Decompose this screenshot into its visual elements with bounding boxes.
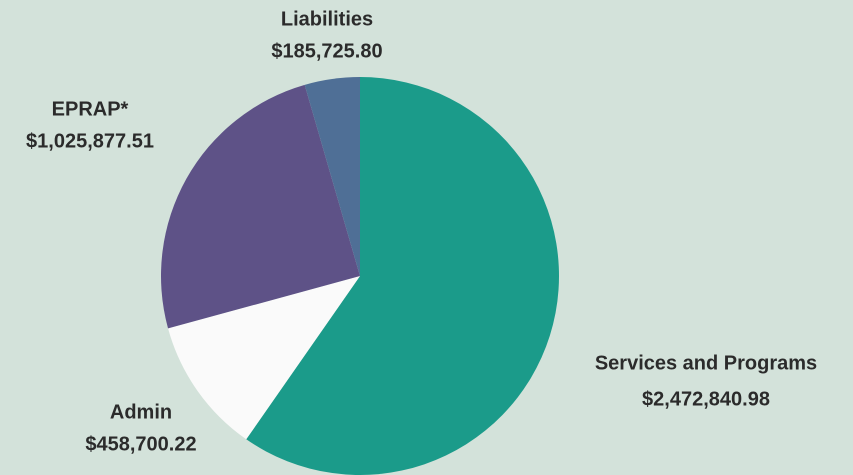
slice-value-label: $185,725.80 [271,40,382,62]
slice-label: Liabilities [281,8,373,30]
slice-value-label: $458,700.22 [85,433,196,455]
slice-label: Admin [110,401,172,423]
pie-slice [304,77,360,276]
pie-slice [168,276,360,440]
pie-slice [246,77,560,475]
slice-label: Services and Programs [595,352,817,374]
slice-value-label: $2,472,840.98 [642,388,770,410]
slice-label: EPRAP* [52,98,129,120]
slice-value-label: $1,025,877.51 [26,130,154,152]
pie-slice [160,84,360,329]
